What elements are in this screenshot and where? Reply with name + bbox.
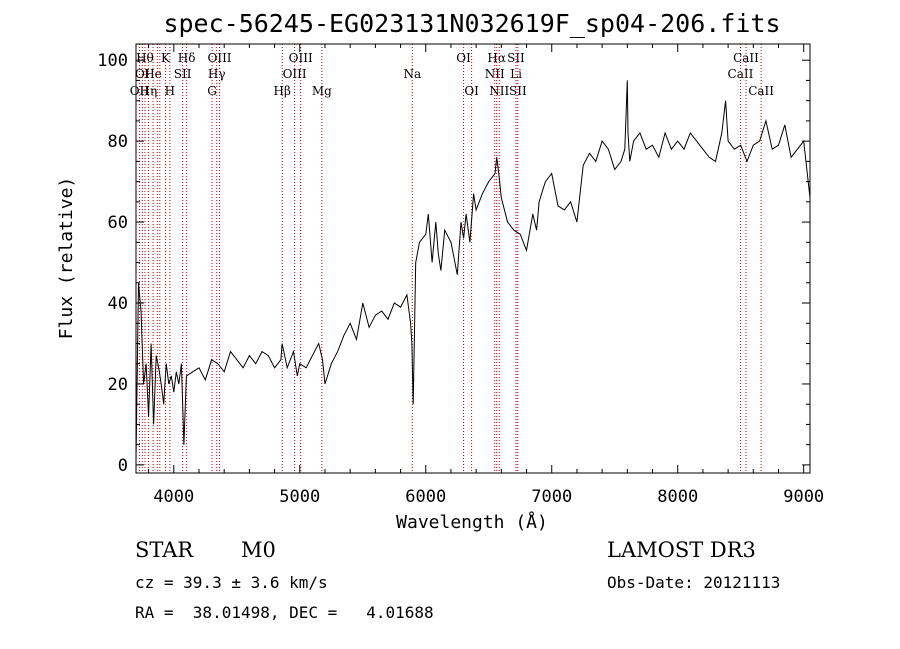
spectral-line-label: H xyxy=(165,84,175,98)
spectral-line-label: Hγ xyxy=(208,67,226,81)
spectral-line-label: CaII xyxy=(728,67,754,81)
spectral-line-markers: OII OI Hθ Hη He K H SII Hδ G Hγ OIII Hβ OIII OIII Mg Na O… xyxy=(130,44,774,473)
spectral-line-label: OIII xyxy=(207,51,231,65)
y-tick-label: 80 xyxy=(108,132,128,152)
y-tick-label: 20 xyxy=(108,375,128,395)
spectral-line-label: SII xyxy=(174,67,192,81)
spectral-line-label: Hη xyxy=(140,84,158,98)
spectral-line-label: Li xyxy=(510,67,522,81)
spectral-line-label: Hβ xyxy=(274,84,291,98)
y-tick-label: 60 xyxy=(108,213,128,233)
object-subclass: M0 xyxy=(241,538,276,562)
redshift-value: cz = 39.3 ± 3.6 km/s xyxy=(135,573,328,592)
x-tick-label: 5000 xyxy=(279,487,320,507)
spectrum-line xyxy=(135,80,811,461)
coordinates: RA = 38.01498, DEC = 4.01688 xyxy=(135,603,434,622)
x-tick-label: 4000 xyxy=(153,487,194,507)
obs-date: Obs-Date: 20121113 xyxy=(607,573,781,592)
spectral-line-label: SII xyxy=(509,84,527,98)
spectral-line-label: Mg xyxy=(312,84,332,98)
spectral-line-label: OI xyxy=(456,51,471,65)
spectral-line-label: SII xyxy=(507,51,525,65)
x-tick-label: 7000 xyxy=(531,487,572,507)
spectrum-series xyxy=(135,80,811,461)
chart-title: spec-56245-EG023131N032619F_sp04-206.fit… xyxy=(163,9,780,38)
y-axis: 0 20 40 60 80 100 xyxy=(97,51,810,476)
x-tick-label: 8000 xyxy=(657,487,698,507)
spectral-line-label: Hα xyxy=(487,51,506,65)
object-class: STAR xyxy=(135,538,194,562)
spectral-line-label: OIII xyxy=(283,67,307,81)
x-axis: 4000 5000 6000 7000 8000 9000 xyxy=(148,44,824,507)
spectral-line-label: OII xyxy=(130,84,150,98)
x-tick-label: 6000 xyxy=(405,487,446,507)
y-tick-label: 40 xyxy=(108,294,128,314)
spectral-line-label: OI xyxy=(464,84,479,98)
spectral-line-label: CaII xyxy=(733,51,759,65)
survey-name: LAMOST DR3 xyxy=(607,538,756,562)
spectral-line-label: NII xyxy=(485,67,505,81)
spectral-line-label: Na xyxy=(403,67,421,81)
y-tick-label: 100 xyxy=(97,51,128,71)
y-tick-label: 0 xyxy=(118,456,128,476)
spectral-line-label: OI xyxy=(135,67,150,81)
spectral-line-label: Hδ xyxy=(178,51,196,65)
x-axis-label: Wavelength (Å) xyxy=(396,511,548,533)
spectral-line-label: K xyxy=(161,51,171,65)
x-tick-label: 9000 xyxy=(783,487,824,507)
spectral-line-label: G xyxy=(207,84,217,98)
plot-frame xyxy=(135,43,811,474)
spectral-line-label: NII xyxy=(489,84,509,98)
y-axis-label: Flux (relative) xyxy=(56,177,77,340)
spectral-line-label: Hθ xyxy=(136,51,154,65)
spectral-line-label: He xyxy=(144,67,162,81)
spectral-line-label: OIII xyxy=(289,51,313,65)
spectral-line-label: CaII xyxy=(748,84,774,98)
